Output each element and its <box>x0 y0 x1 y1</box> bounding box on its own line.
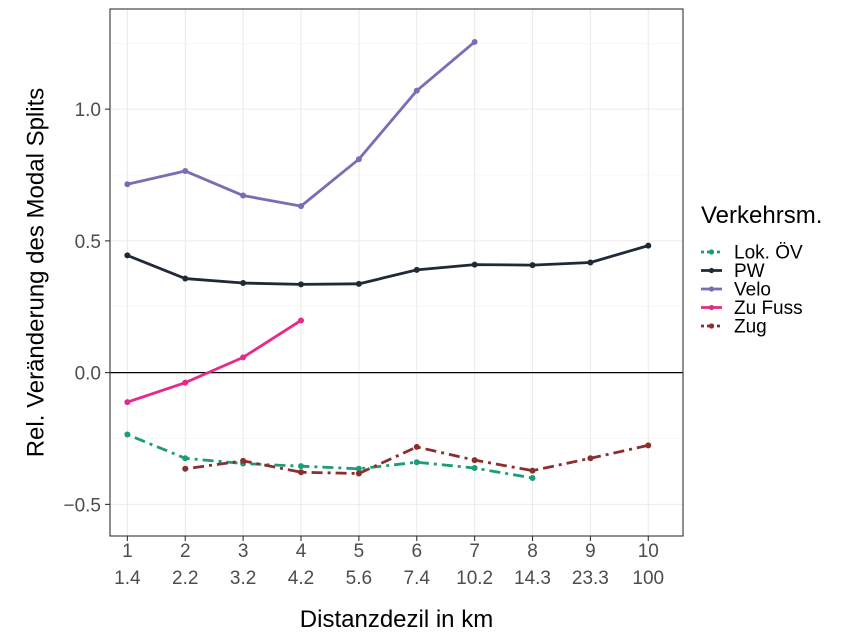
legend-label: Zug <box>734 317 767 338</box>
legend-item: Zug <box>701 317 767 338</box>
data-point <box>298 281 304 288</box>
x-tick-label-decile: 10 <box>638 541 659 562</box>
y-tick-label: 0.0 <box>75 364 101 385</box>
data-point <box>298 463 304 470</box>
x-tick-label-decile: 1 <box>122 541 133 562</box>
x-tick-label-decile: 4 <box>296 541 307 562</box>
x-tick-label-decile: 9 <box>585 541 596 562</box>
data-point <box>124 252 131 259</box>
data-point <box>645 442 652 449</box>
x-tick-label-km: 2.2 <box>172 568 198 589</box>
x-tick-label-km: 5.6 <box>346 568 372 589</box>
data-point <box>124 431 131 438</box>
x-tick-label-km: 1.4 <box>114 568 141 589</box>
data-point <box>587 455 594 462</box>
x-tick-label-decile: 3 <box>238 541 249 562</box>
data-point <box>182 455 189 462</box>
data-point <box>298 469 304 476</box>
data-point <box>413 87 420 94</box>
data-point <box>529 467 536 474</box>
x-tick-label-decile: 5 <box>354 541 365 562</box>
data-point <box>124 399 131 406</box>
data-point <box>124 181 131 188</box>
y-tick-label: 1.0 <box>75 100 101 121</box>
data-point <box>471 38 478 45</box>
x-tick-label-km: 10.2 <box>456 568 493 589</box>
legend-item: Velo <box>701 280 771 301</box>
series-line <box>126 433 533 480</box>
data-point <box>355 156 362 163</box>
x-axis: 1 1.4 2 2.2 3 3.2 4 4.2 5 5.6 6 7.4 7 10.2 8 14.3 9 23.3 1… <box>114 536 664 589</box>
x-tick-label-km: 14.3 <box>514 568 551 589</box>
data-point <box>645 242 652 249</box>
data-point <box>471 457 478 464</box>
plot-panel-border <box>109 8 684 537</box>
data-point <box>240 192 247 199</box>
data-point <box>182 465 189 472</box>
series-velo <box>124 38 478 210</box>
legend-key-point <box>708 267 715 274</box>
data-point <box>240 354 247 361</box>
y-axis: −0.5 0.0 0.5 1.0 <box>63 100 110 516</box>
legend-item: Zu Fuss <box>701 298 803 319</box>
y-tick-label: 0.5 <box>75 232 101 253</box>
data-point <box>355 280 362 287</box>
data-point <box>355 470 362 477</box>
x-axis-title: Distanzdezil in km <box>300 606 493 633</box>
x-tick-label-decile: 2 <box>180 541 191 562</box>
y-tick-label: −0.5 <box>63 495 101 516</box>
x-tick-label-decile: 7 <box>469 541 480 562</box>
data-point <box>182 379 189 386</box>
legend-item: Lok. ÖV <box>701 243 803 264</box>
data-point <box>413 266 420 273</box>
series-lok-v <box>124 431 536 482</box>
x-tick-label-km: 3.2 <box>230 568 256 589</box>
y-axis-title: Rel. Veränderung des Modal Splits <box>23 88 50 458</box>
data-point <box>240 280 247 287</box>
legend-item: PW <box>701 261 765 282</box>
x-tick-label-km: 7.4 <box>404 568 431 589</box>
series-zug <box>182 442 652 477</box>
legend-key-point <box>708 304 715 311</box>
data-point <box>471 261 478 268</box>
legend-label: Zu Fuss <box>734 298 803 319</box>
legend-key-point <box>708 286 715 292</box>
series-line <box>126 319 302 404</box>
x-tick-label-decile: 6 <box>411 541 422 562</box>
data-point <box>529 475 536 482</box>
legend-label: Lok. ÖV <box>734 243 803 264</box>
data-point <box>240 457 247 464</box>
data-point <box>413 459 420 466</box>
data-point <box>298 317 304 324</box>
data-point <box>471 465 478 472</box>
legend-key-point <box>708 323 715 329</box>
legend-key-point <box>708 249 715 255</box>
data-point <box>355 465 362 472</box>
data-point <box>529 262 536 269</box>
legend-title: Verkehrsm. <box>701 202 822 229</box>
data-point <box>413 443 420 450</box>
x-tick-label-decile: 8 <box>527 541 538 562</box>
series-line <box>126 244 649 286</box>
legend-label: Velo <box>734 280 771 301</box>
legend-label: PW <box>734 261 765 282</box>
series-pw <box>124 242 652 288</box>
x-tick-label-km: 4.2 <box>288 568 314 589</box>
data-point <box>182 275 189 282</box>
series-zu-fuss <box>124 317 304 406</box>
x-tick-label-km: 23.3 <box>572 568 609 589</box>
data-point <box>182 168 189 175</box>
data-point <box>298 203 304 210</box>
series-layer <box>124 38 652 482</box>
series-line <box>185 443 649 475</box>
x-tick-label-km: 100 <box>632 568 664 589</box>
data-point <box>587 259 594 266</box>
